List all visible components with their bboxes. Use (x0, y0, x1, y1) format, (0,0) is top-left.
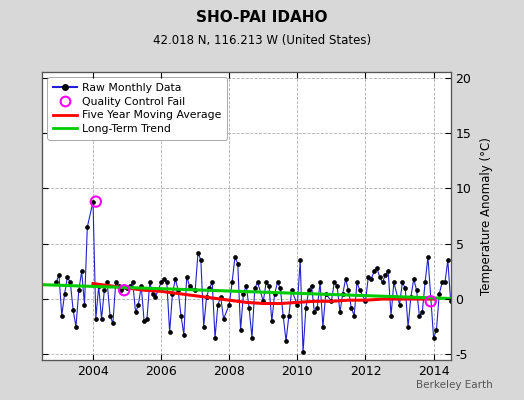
Five Year Moving Average (345, 298, 352, 302)
Raw Monthly Data (289, 288, 295, 293)
Raw Monthly Data (263, 280, 269, 285)
Five Year Moving Average (226, 298, 233, 302)
Raw Monthly Data (163, 280, 170, 285)
Five Year Moving Average (362, 298, 368, 302)
Five Year Moving Average (431, 297, 437, 302)
Y-axis label: Temperature Anomaly (°C): Temperature Anomaly (°C) (479, 137, 493, 295)
Text: SHO-PAI IDAHO: SHO-PAI IDAHO (196, 10, 328, 25)
Five Year Moving Average (90, 281, 96, 286)
Quality Control Fail (427, 298, 435, 304)
Five Year Moving Average (396, 297, 402, 302)
Raw Monthly Data (300, 350, 306, 355)
Text: Berkeley Earth: Berkeley Earth (416, 380, 493, 390)
Raw Monthly Data (447, 299, 454, 304)
Five Year Moving Average (328, 299, 334, 304)
Raw Monthly Data (70, 308, 77, 312)
Five Year Moving Average (158, 289, 164, 294)
Five Year Moving Average (124, 286, 130, 290)
Five Year Moving Average (107, 283, 113, 288)
Line: Raw Monthly Data: Raw Monthly Data (54, 200, 453, 354)
Five Year Moving Average (379, 297, 386, 302)
Five Year Moving Average (413, 297, 420, 302)
Five Year Moving Average (311, 299, 318, 304)
Raw Monthly Data (405, 324, 411, 329)
Five Year Moving Average (243, 300, 249, 305)
Legend: Raw Monthly Data, Quality Control Fail, Five Year Moving Average, Long-Term Tren: Raw Monthly Data, Quality Control Fail, … (47, 78, 227, 140)
Line: Five Year Moving Average: Five Year Moving Average (93, 284, 434, 304)
Five Year Moving Average (141, 288, 147, 293)
Five Year Moving Average (209, 296, 215, 300)
Five Year Moving Average (175, 291, 181, 296)
Quality Control Fail (92, 198, 100, 205)
Five Year Moving Average (192, 293, 198, 298)
Five Year Moving Average (294, 300, 300, 305)
Raw Monthly Data (53, 280, 59, 285)
Text: 42.018 N, 116.213 W (United States): 42.018 N, 116.213 W (United States) (153, 34, 371, 47)
Raw Monthly Data (90, 199, 96, 204)
Raw Monthly Data (371, 269, 377, 274)
Quality Control Fail (120, 287, 128, 294)
Five Year Moving Average (277, 301, 283, 306)
Five Year Moving Average (260, 301, 266, 306)
